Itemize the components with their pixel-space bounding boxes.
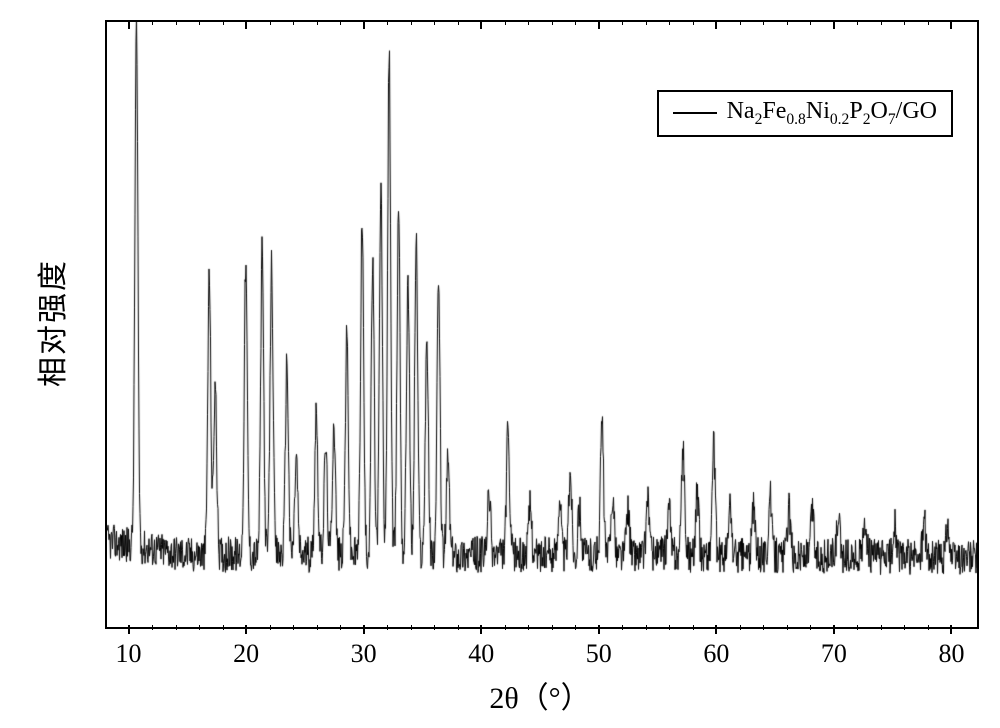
x-tick-minor-top xyxy=(646,20,647,25)
x-tick-minor-top xyxy=(740,20,741,25)
x-tick-minor-top xyxy=(505,20,506,25)
x-tick-minor xyxy=(881,625,882,630)
x-tick-minor-top xyxy=(176,20,177,25)
x-tick-minor-top xyxy=(669,20,670,25)
x-tick-major-top xyxy=(598,20,600,29)
x-tick-minor xyxy=(904,625,905,630)
x-tick-minor-top xyxy=(458,20,459,25)
x-tick-minor xyxy=(176,625,177,630)
x-tick-minor xyxy=(693,625,694,630)
x-tick-minor-top xyxy=(223,20,224,25)
x-tick-minor xyxy=(622,625,623,630)
x-tick-minor xyxy=(528,625,529,630)
x-tick-minor-top xyxy=(387,20,388,25)
x-tick-minor xyxy=(223,625,224,630)
x-tick-major xyxy=(950,625,952,634)
x-tick-minor xyxy=(411,625,412,630)
x-tick-minor xyxy=(740,625,741,630)
x-tick-major xyxy=(715,625,717,634)
x-tick-major-top xyxy=(128,20,130,29)
x-tick-minor-top xyxy=(552,20,553,25)
x-tick-minor-top xyxy=(199,20,200,25)
x-tick-minor-top xyxy=(810,20,811,25)
x-tick-label: 80 xyxy=(938,639,964,669)
x-tick-minor xyxy=(669,625,670,630)
legend-box: Na2Fe0.8Ni0.2P2O7/GO xyxy=(657,90,953,137)
xrd-figure: Na2Fe0.8Ni0.2P2O7/GO 10 20 30 40 50 60 70 80 相对… xyxy=(0,0,1000,728)
x-tick-minor xyxy=(505,625,506,630)
x-tick-minor xyxy=(387,625,388,630)
x-tick-minor-top xyxy=(411,20,412,25)
x-tick-major-top xyxy=(715,20,717,29)
x-tick-minor-top xyxy=(881,20,882,25)
x-tick-label: 30 xyxy=(351,639,377,669)
x-tick-minor-top xyxy=(622,20,623,25)
x-tick-label: 10 xyxy=(116,639,142,669)
x-tick-minor xyxy=(434,625,435,630)
x-tick-major-top xyxy=(363,20,365,29)
x-tick-major xyxy=(480,625,482,634)
x-tick-major-top xyxy=(833,20,835,29)
x-tick-minor-top xyxy=(528,20,529,25)
x-tick-minor-top xyxy=(928,20,929,25)
plot-area: Na2Fe0.8Ni0.2P2O7/GO xyxy=(105,20,979,629)
x-tick-label: 70 xyxy=(821,639,847,669)
x-tick-minor xyxy=(928,625,929,630)
x-tick-minor-top xyxy=(270,20,271,25)
x-tick-major xyxy=(128,625,130,634)
x-tick-major xyxy=(833,625,835,634)
x-tick-major-top xyxy=(245,20,247,29)
x-tick-major xyxy=(598,625,600,634)
x-tick-minor-top xyxy=(434,20,435,25)
x-tick-minor xyxy=(199,625,200,630)
x-tick-minor xyxy=(458,625,459,630)
x-tick-label: 20 xyxy=(233,639,259,669)
x-tick-minor xyxy=(787,625,788,630)
x-tick-minor-top xyxy=(787,20,788,25)
x-tick-major xyxy=(363,625,365,634)
x-tick-minor-top xyxy=(293,20,294,25)
legend-text: Na2Fe0.8Ni0.2P2O7/GO xyxy=(727,98,937,129)
x-tick-minor-top xyxy=(575,20,576,25)
x-tick-label: 50 xyxy=(586,639,612,669)
x-tick-major-top xyxy=(950,20,952,29)
x-tick-minor xyxy=(340,625,341,630)
x-tick-label: 40 xyxy=(468,639,494,669)
y-axis-label: 相对强度 xyxy=(28,259,72,387)
x-tick-minor-top xyxy=(152,20,153,25)
legend-line-sample xyxy=(673,112,717,114)
x-axis-label: 2θ（°） xyxy=(489,673,590,717)
x-tick-minor-top xyxy=(904,20,905,25)
x-tick-minor-top xyxy=(857,20,858,25)
x-tick-major-top xyxy=(480,20,482,29)
x-tick-minor-top xyxy=(763,20,764,25)
x-tick-minor xyxy=(763,625,764,630)
x-tick-minor-top xyxy=(693,20,694,25)
x-tick-minor-top xyxy=(340,20,341,25)
x-tick-minor xyxy=(293,625,294,630)
x-tick-minor xyxy=(810,625,811,630)
x-tick-minor xyxy=(575,625,576,630)
x-tick-minor xyxy=(552,625,553,630)
x-tick-minor xyxy=(152,625,153,630)
x-tick-minor xyxy=(857,625,858,630)
x-tick-minor-top xyxy=(317,20,318,25)
x-tick-label: 60 xyxy=(703,639,729,669)
x-tick-minor xyxy=(270,625,271,630)
x-tick-minor xyxy=(646,625,647,630)
x-tick-major xyxy=(245,625,247,634)
x-tick-minor xyxy=(317,625,318,630)
